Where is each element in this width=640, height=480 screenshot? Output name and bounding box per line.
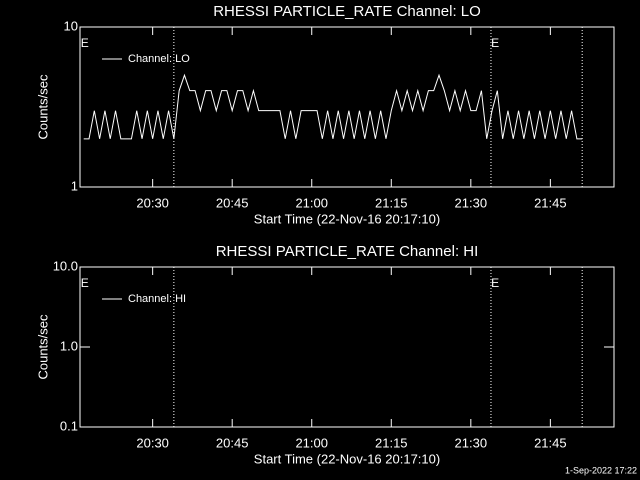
plot-frame bbox=[79, 266, 615, 428]
annotation: E bbox=[81, 276, 89, 290]
y-tick-label: 10.0 bbox=[53, 258, 78, 273]
legend-label: Channel: HI bbox=[128, 293, 186, 305]
plot-frame bbox=[79, 26, 615, 188]
x-tick-label: 21:00 bbox=[295, 195, 328, 210]
x-tick-label: 20:45 bbox=[216, 195, 249, 210]
x-tick-label: 21:45 bbox=[534, 435, 567, 450]
x-tick-label: 20:30 bbox=[136, 435, 169, 450]
x-axis-label: Start Time (22-Nov-16 20:17:10) bbox=[254, 451, 440, 466]
footer: 1-Sep-2022 17:22 bbox=[565, 465, 637, 475]
x-tick-label: 21:45 bbox=[534, 195, 567, 210]
annotation: E bbox=[491, 36, 499, 50]
chart-title: RHESSI PARTICLE_RATE Channel: LO bbox=[213, 3, 481, 20]
y-axis-label: Counts/sec bbox=[35, 74, 50, 140]
x-tick-label: 21:15 bbox=[375, 195, 408, 210]
y-tick-label: 0.1 bbox=[60, 418, 78, 433]
x-tick-label: 20:45 bbox=[216, 435, 249, 450]
x-tick-label: 21:30 bbox=[455, 195, 488, 210]
x-tick-label: 21:00 bbox=[295, 435, 328, 450]
annotation: E bbox=[81, 36, 89, 50]
x-axis-label: Start Time (22-Nov-16 20:17:10) bbox=[254, 211, 440, 226]
x-tick-label: 21:30 bbox=[455, 435, 488, 450]
data-line bbox=[83, 73, 583, 140]
y-tick-label: 1 bbox=[71, 178, 78, 193]
x-tick-label: 21:15 bbox=[375, 435, 408, 450]
y-tick-label: 1.0 bbox=[60, 338, 78, 353]
annotation: E bbox=[491, 276, 499, 290]
legend-label: Channel: LO bbox=[128, 53, 190, 65]
chart-title: RHESSI PARTICLE_RATE Channel: HI bbox=[216, 243, 479, 260]
y-tick-label: 10 bbox=[64, 18, 78, 33]
x-tick-label: 20:30 bbox=[136, 195, 169, 210]
y-axis-label: Counts/sec bbox=[35, 314, 50, 380]
